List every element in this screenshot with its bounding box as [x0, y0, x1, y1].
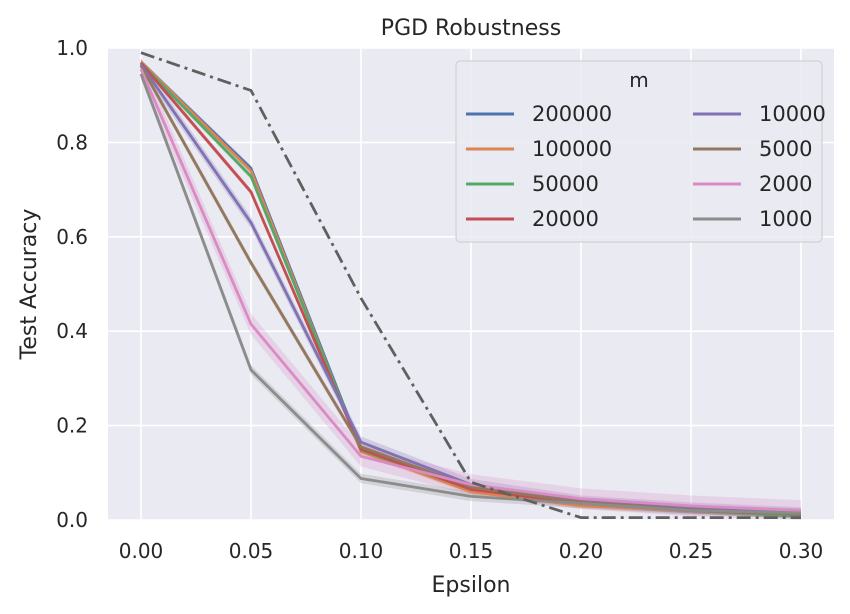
x-axis-label: Epsilon: [432, 573, 511, 598]
x-tick-label: 0.00: [119, 539, 164, 563]
legend-label-50000: 50000: [532, 172, 599, 196]
legend-label-100000: 100000: [532, 137, 612, 161]
y-tick-label: 0.2: [56, 414, 88, 438]
reference-line: [140, 51, 801, 520]
series-line-2000: [139, 68, 802, 512]
legend-title: m: [629, 68, 648, 92]
y-axis-label: Test Accuracy: [17, 209, 42, 361]
series-line-1000: [139, 73, 802, 515]
x-tick-label: 0.20: [559, 539, 604, 563]
legend-label-1000: 1000: [759, 207, 812, 231]
y-tick-label: 0.6: [56, 225, 88, 249]
legend-items: 200000 100000 50000 20000 10000 5000 2000 1000: [466, 102, 826, 231]
y-tick-label: 1.0: [56, 36, 88, 60]
x-tick-label: 0.30: [779, 539, 824, 563]
legend-box: [455, 60, 823, 243]
y-axis-ticks: 0.0 0.2 0.4 0.6 0.8 1.0: [56, 36, 88, 532]
x-tick-label: 0.15: [449, 539, 494, 563]
legend-label-20000: 20000: [532, 207, 599, 231]
legend-label-200000: 200000: [532, 102, 612, 126]
legend-label-10000: 10000: [759, 102, 826, 126]
legend-label-2000: 2000: [759, 172, 812, 196]
series-lines: [139, 51, 802, 520]
x-axis-ticks: 0.00 0.05 0.10 0.15 0.20 0.25 0.30: [119, 539, 824, 563]
x-tick-label: 0.05: [229, 539, 274, 563]
y-tick-label: 0.0: [56, 508, 88, 532]
chart-title: PGD Robustness: [381, 16, 561, 41]
x-tick-label: 0.10: [339, 539, 384, 563]
y-tick-label: 0.4: [56, 319, 88, 343]
legend-label-5000: 5000: [759, 137, 812, 161]
y-tick-label: 0.8: [56, 130, 88, 154]
x-tick-label: 0.25: [669, 539, 714, 563]
legend: m 200000 100000 50000 20000 10000 5000 2000 100…: [455, 60, 826, 243]
